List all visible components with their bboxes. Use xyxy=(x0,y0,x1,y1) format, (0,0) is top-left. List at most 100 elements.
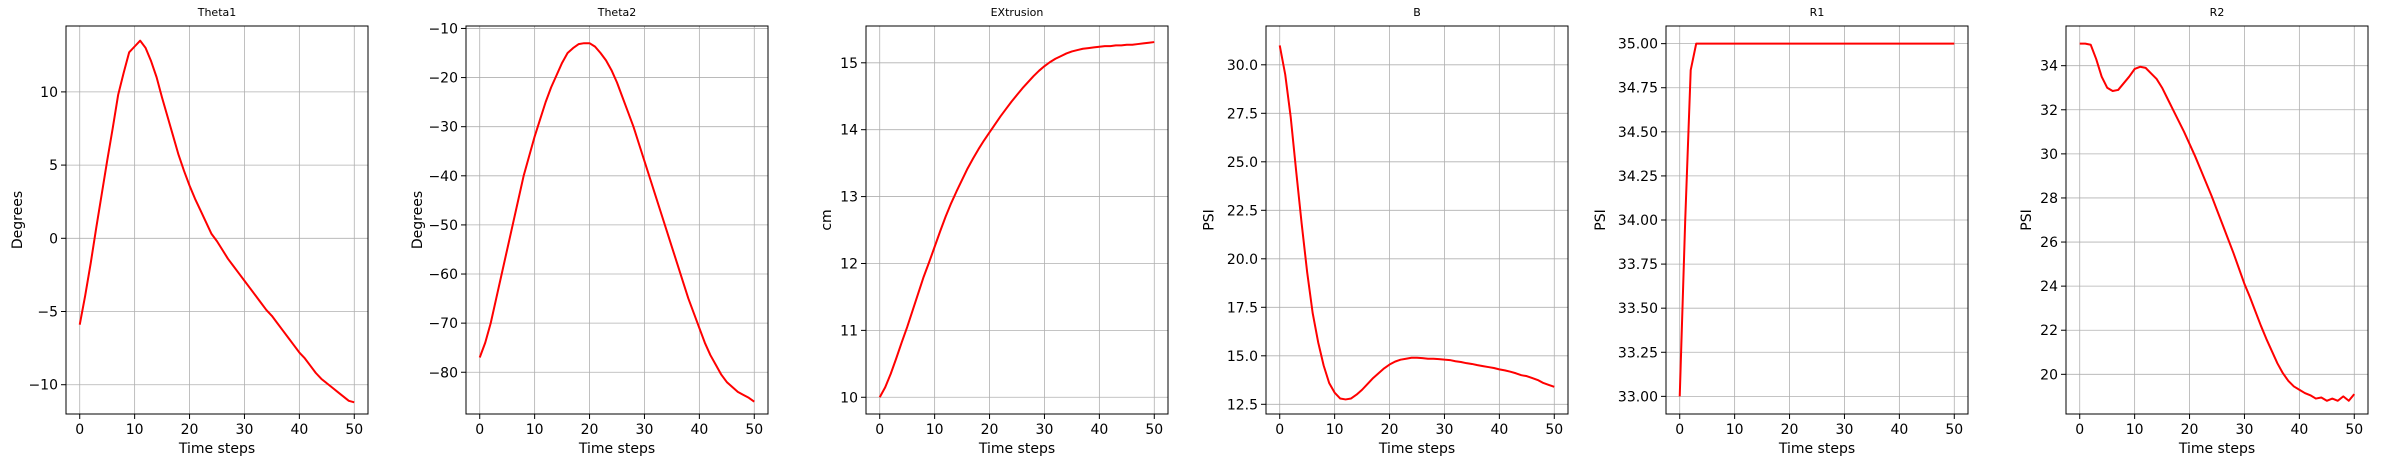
y-tick-label: 33.25 xyxy=(1618,345,1658,361)
y-tick-label: 14 xyxy=(840,123,858,139)
series-line xyxy=(2079,42,2356,402)
y-tick-label: 34.50 xyxy=(1618,125,1658,141)
x-tick-label: 40 xyxy=(1090,422,1108,438)
y-tick-label: 15 xyxy=(840,56,858,72)
x-axis-label: Time steps xyxy=(2178,441,2255,457)
y-axis-label: PSI xyxy=(1593,209,1609,230)
y-axis-label: Degrees xyxy=(10,191,26,249)
x-tick-label: 50 xyxy=(1945,422,1963,438)
y-tick-label: 28 xyxy=(2040,191,2058,207)
y-tick-label: 10 xyxy=(40,85,58,101)
x-tick-label: 20 xyxy=(1381,422,1399,438)
y-axis-label: Degrees xyxy=(410,191,426,249)
axes-frame xyxy=(2065,25,2369,415)
x-tick-label: 10 xyxy=(1326,422,1344,438)
x-tick-label: 50 xyxy=(1545,422,1563,438)
y-tick-label: 33.50 xyxy=(1618,301,1658,317)
x-tick-label: 40 xyxy=(1490,422,1508,438)
x-tick-label: 20 xyxy=(181,422,199,438)
y-tick-label: −70 xyxy=(428,316,458,332)
x-tick-label: 10 xyxy=(2126,422,2144,438)
y-tick-label: 5 xyxy=(49,158,58,174)
x-tick-label: 40 xyxy=(690,422,708,438)
y-tick-label: 30.0 xyxy=(1227,58,1258,74)
x-tick-label: 20 xyxy=(2181,422,2199,438)
x-axis-label: Time steps xyxy=(978,441,1055,457)
y-tick-label: 12 xyxy=(840,256,858,272)
x-tick-label: 10 xyxy=(1726,422,1744,438)
x-tick-label: 20 xyxy=(581,422,599,438)
y-tick-label: 30 xyxy=(2040,147,2058,163)
y-tick-label: 24 xyxy=(2040,279,2058,295)
y-tick-label: 22.5 xyxy=(1227,203,1258,219)
chart-panel-4: 0 10 20 30 40 50 12.5 15.0 17.5 20.0 22.5 25.0 27.5 3… xyxy=(1202,6,1569,457)
series-line xyxy=(1678,42,1955,397)
chart-title: B xyxy=(1413,6,1421,19)
x-tick-label: 30 xyxy=(236,422,254,438)
y-tick-label: 13 xyxy=(840,190,858,206)
y-tick-label: 17.5 xyxy=(1227,300,1258,316)
axes-frame xyxy=(1265,25,1569,415)
chart-title: R2 xyxy=(2210,6,2225,19)
y-tick-label: 34.75 xyxy=(1618,81,1658,97)
y-tick-label: −10 xyxy=(28,378,58,394)
y-axis-label: cm xyxy=(819,209,835,230)
x-tick-label: 30 xyxy=(1036,422,1054,438)
chart-panel-1: 0 10 20 30 40 50 −10 −5 0 5 10 Theta1 Time steps Degr… xyxy=(10,6,369,457)
x-tick-label: 30 xyxy=(1436,422,1454,438)
chart-title: R1 xyxy=(1810,6,1825,19)
x-axis-label: Time steps xyxy=(1778,441,1855,457)
y-tick-label: −20 xyxy=(428,71,458,87)
y-tick-label: −40 xyxy=(428,169,458,185)
y-tick-label: −60 xyxy=(428,267,458,283)
axes-frame xyxy=(865,25,1169,415)
series-line xyxy=(78,39,355,404)
y-tick-label: 22 xyxy=(2040,323,2058,339)
y-axis-label: PSI xyxy=(2019,209,2035,230)
y-tick-label: −80 xyxy=(428,365,458,381)
x-tick-label: 40 xyxy=(1890,422,1908,438)
axes-frame xyxy=(65,25,369,415)
y-tick-label: −10 xyxy=(428,21,458,37)
x-tick-label: 40 xyxy=(2290,422,2308,438)
x-tick-label: 30 xyxy=(636,422,654,438)
x-tick-label: 50 xyxy=(1145,422,1163,438)
y-tick-label: 33.75 xyxy=(1618,257,1658,273)
x-tick-label: 10 xyxy=(926,422,944,438)
x-axis-label: Time steps xyxy=(578,441,655,457)
x-tick-label: 20 xyxy=(1781,422,1799,438)
x-tick-label: 0 xyxy=(1275,422,1284,438)
y-tick-label: 11 xyxy=(840,323,858,339)
x-tick-label: 30 xyxy=(2236,422,2254,438)
y-tick-label: 20.0 xyxy=(1227,252,1258,268)
y-tick-label: 27.5 xyxy=(1227,106,1258,122)
x-axis-label: Time steps xyxy=(178,441,255,457)
x-tick-label: 0 xyxy=(75,422,84,438)
series-line xyxy=(478,42,755,403)
x-tick-label: 10 xyxy=(526,422,544,438)
y-tick-label: 35.00 xyxy=(1618,37,1658,53)
y-tick-label: −50 xyxy=(428,218,458,234)
chart-panel-6: 0 10 20 30 40 50 20 22 24 26 28 30 32 34 R2 Time steps P… xyxy=(2019,6,2369,457)
y-tick-label: −5 xyxy=(37,305,58,321)
series-line xyxy=(1278,45,1555,401)
y-tick-label: 32 xyxy=(2040,103,2058,119)
chart-panel-2: 0 10 20 30 40 50 −80 −70 −60 −50 −40 −30 −20 −10 Theta… xyxy=(410,6,769,457)
chart-title: EXtrusion xyxy=(991,6,1044,19)
y-tick-label: 15.0 xyxy=(1227,349,1258,365)
chart-title: Theta2 xyxy=(597,6,637,19)
y-tick-label: 0 xyxy=(49,231,58,247)
y-tick-label: 34 xyxy=(2040,59,2058,75)
x-tick-label: 0 xyxy=(2075,422,2084,438)
y-tick-label: 12.5 xyxy=(1227,397,1258,413)
x-tick-label: 0 xyxy=(875,422,884,438)
y-tick-label: 33.00 xyxy=(1618,389,1658,405)
chart-panel-5: 0 10 20 30 40 50 33.00 33.25 33.50 33.75 34.00 34.2… xyxy=(1593,6,1969,457)
series-line xyxy=(878,41,1155,398)
y-tick-label: 34.00 xyxy=(1618,213,1658,229)
x-tick-label: 40 xyxy=(290,422,308,438)
x-tick-label: 50 xyxy=(345,422,363,438)
y-axis-label: PSI xyxy=(1202,209,1218,230)
chart-title: Theta1 xyxy=(197,6,237,19)
